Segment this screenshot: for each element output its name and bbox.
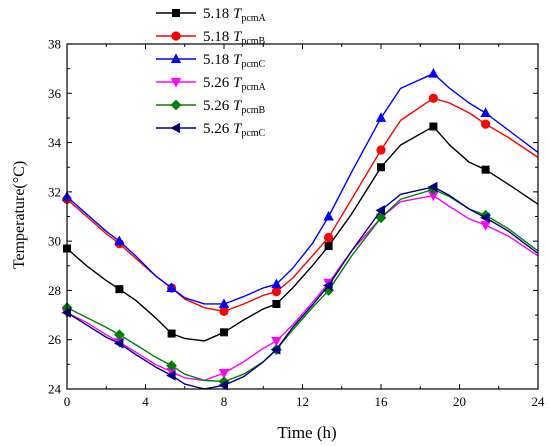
data-point: [480, 107, 491, 117]
legend-label: 5.26 TpcmA: [203, 75, 267, 93]
data-point: [218, 298, 230, 308]
legend-item-4: 5.26 TpcmA: [156, 75, 267, 93]
series-3: [61, 67, 539, 308]
plot-area: [61, 67, 539, 391]
data-point: [218, 380, 228, 391]
y-tick-label: 38: [48, 37, 61, 52]
legend-label: 5.18 TpcmC: [203, 52, 266, 70]
series-6: [61, 181, 539, 391]
data-point: [428, 191, 439, 202]
series-5: [61, 183, 539, 388]
data-point: [114, 235, 125, 246]
data-point: [323, 280, 333, 291]
legend-marker: [172, 9, 180, 17]
data-point: [324, 242, 333, 251]
legend-marker: [170, 78, 182, 88]
data-point: [428, 67, 439, 78]
axes: 0 4 8 12 16 20 24 24 26 28 30 32 34 36 38: [48, 37, 545, 410]
data-point: [480, 212, 490, 223]
data-point: [271, 336, 282, 347]
data-point: [323, 210, 334, 221]
legend-item-3: 5.18 TpcmC: [156, 52, 266, 70]
y-tick-label: 28: [48, 283, 61, 298]
data-point: [480, 221, 491, 231]
data-point: [166, 370, 176, 381]
y-tick-label: 24: [48, 382, 62, 397]
data-point: [377, 163, 385, 172]
data-point: [166, 360, 178, 371]
legend-item-5: 5.26 TpcmB: [156, 98, 266, 116]
y-tick-label: 36: [48, 86, 62, 101]
legend-item-1: 5.18 TpcmA: [156, 6, 267, 24]
x-tick-label: 24: [532, 394, 546, 409]
x-tick-label: 0: [64, 394, 71, 409]
data-point: [113, 338, 124, 349]
legend-label: 5.26 TpcmB: [203, 98, 266, 116]
data-point: [271, 278, 282, 289]
x-tick-label: 4: [142, 394, 149, 409]
data-point: [427, 181, 438, 193]
data-point: [481, 119, 491, 129]
series-line: [66, 72, 539, 305]
series-line: [66, 125, 539, 342]
data-point: [115, 285, 124, 294]
data-point: [324, 232, 334, 243]
legend-label: 5.18 TpcmB: [203, 29, 266, 47]
data-point: [167, 329, 176, 338]
data-point: [376, 145, 386, 155]
x-tick-label: 20: [453, 394, 466, 409]
data-point: [271, 287, 281, 297]
y-axis-label: Temperature(°C): [11, 161, 28, 269]
data-point: [375, 205, 385, 216]
data-point: [218, 368, 230, 379]
data-point: [113, 329, 125, 341]
data-point: [375, 112, 387, 122]
y-tick-label: 32: [48, 184, 61, 199]
legend-item-2: 5.18 TpcmB: [156, 29, 266, 47]
series-line: [66, 194, 539, 382]
legend-marker: [170, 122, 180, 134]
x-axis-label: Time (h): [277, 423, 336, 442]
legend-label: 5.26 TpcmC: [203, 121, 266, 139]
y-tick-label: 34: [48, 135, 62, 150]
legend-marker: [171, 31, 181, 41]
series-line: [66, 97, 539, 313]
data-point: [429, 122, 438, 131]
y-tick-label: 26: [48, 332, 62, 347]
x-tick-label: 16: [375, 394, 389, 409]
legend-item-6: 5.26 TpcmC: [156, 121, 266, 139]
legend-marker: [170, 99, 182, 111]
data-point: [270, 344, 281, 355]
data-point: [166, 282, 177, 292]
legend: 5.18 TpcmA 5.18 TpcmB 5.18 TpcmC 5.26 TpcmA…: [156, 6, 267, 139]
data-point: [272, 299, 281, 308]
data-point: [219, 306, 229, 316]
legend-marker: [170, 53, 182, 63]
x-tick-label: 12: [296, 394, 309, 409]
data-point: [375, 212, 387, 224]
data-point: [220, 328, 228, 337]
series-2: [62, 93, 539, 316]
data-point: [428, 93, 438, 103]
x-tick-label: 8: [221, 394, 228, 409]
plot-frame: [66, 43, 539, 390]
data-point: [481, 165, 490, 174]
y-tick-label: 30: [48, 234, 61, 249]
series-1: [63, 122, 539, 342]
legend-label: 5.18 TpcmA: [203, 6, 267, 24]
